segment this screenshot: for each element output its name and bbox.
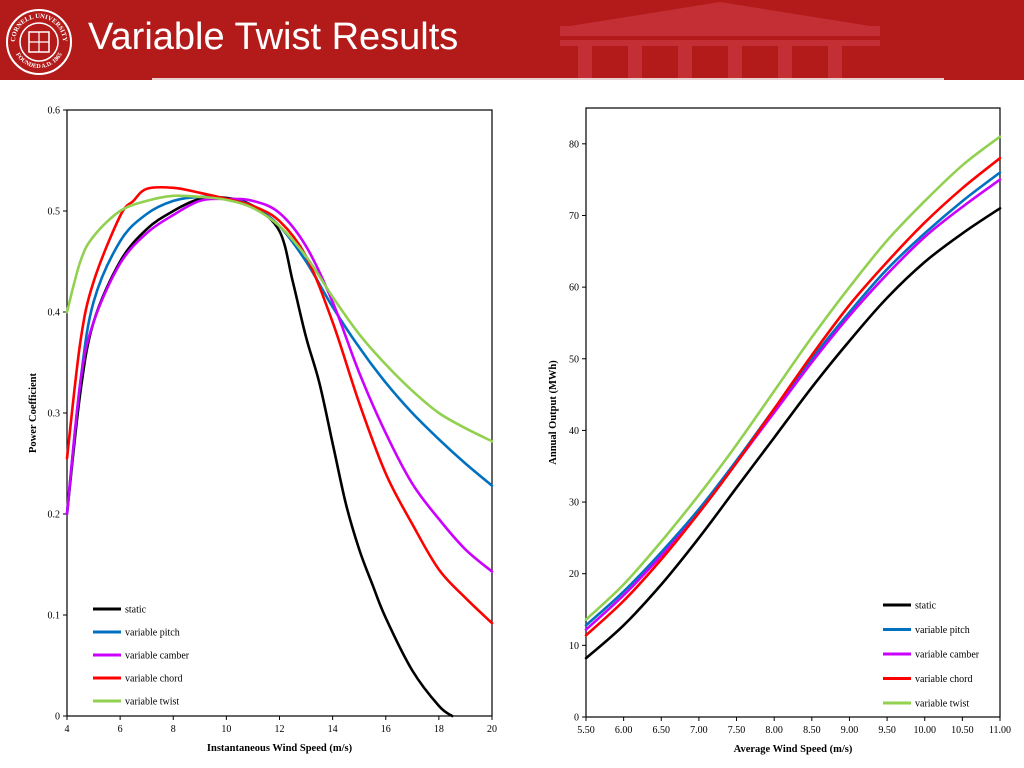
y-tick-label: 40	[569, 426, 579, 437]
legend-label: variable chord	[915, 674, 972, 685]
x-tick-label: 10.50	[951, 725, 974, 736]
y-tick-label: 0.1	[48, 611, 61, 622]
y-tick-label: 30	[569, 498, 579, 509]
x-tick-label: 8	[171, 724, 176, 735]
y-tick-label: 0	[574, 713, 579, 724]
y-tick-label: 70	[569, 211, 579, 222]
series-line-variable-twist	[65, 194, 494, 443]
header-divider	[152, 78, 944, 80]
x-tick-label: 18	[434, 724, 444, 735]
x-tick-label: 5.50	[577, 725, 595, 736]
slide-header: CORNELL UNIVERSITY FOUNDED A.D. 1865 Var…	[0, 0, 1024, 80]
series-line-variable-camber	[584, 178, 1002, 631]
building-silhouette-icon	[560, 2, 880, 80]
x-axis-label: Instantaneous Wind Speed (m/s)	[207, 743, 353, 754]
y-tick-label: 60	[569, 283, 579, 294]
legend-label: static	[125, 605, 147, 616]
y-tick-label: 0.4	[48, 308, 61, 319]
x-tick-label: 7.00	[690, 725, 708, 736]
x-tick-label: 20	[487, 724, 497, 735]
x-tick-label: 14	[328, 724, 338, 735]
legend-label: variable camber	[915, 650, 980, 661]
y-axis-label: Power Coefficient	[28, 373, 39, 453]
y-tick-label: 10	[569, 641, 579, 652]
legend-label: variable twist	[125, 697, 179, 708]
series-line-variable-chord	[584, 156, 1002, 637]
y-tick-label: 0.2	[48, 510, 61, 521]
plot-area-frame	[585, 107, 1001, 718]
x-tick-label: 10	[221, 724, 231, 735]
series-line-variable-chord	[65, 185, 494, 625]
series-line-variable-twist	[584, 135, 1002, 621]
x-tick-label: 9.50	[878, 725, 896, 736]
x-tick-label: 7.50	[728, 725, 746, 736]
x-axis-label: Average Wind Speed (m/s)	[734, 744, 853, 755]
x-tick-label: 4	[65, 724, 70, 735]
series-line-static	[584, 207, 1002, 660]
y-tick-label: 0.5	[48, 207, 61, 218]
y-tick-label: 0	[55, 712, 60, 723]
y-tick-label: 80	[569, 139, 579, 150]
series-line-variable-camber	[65, 197, 494, 573]
x-tick-label: 11.00	[989, 725, 1011, 736]
x-tick-label: 8.00	[765, 725, 783, 736]
x-tick-label: 6	[118, 724, 123, 735]
x-tick-label: 6.00	[615, 725, 633, 736]
legend-label: variable pitch	[125, 628, 180, 639]
x-tick-label: 12	[275, 724, 285, 735]
y-axis-label: Annual Output (MWh)	[548, 360, 559, 465]
legend-label: variable chord	[125, 674, 182, 685]
x-tick-label: 9.00	[841, 725, 859, 736]
legend-label: variable twist	[915, 699, 969, 710]
x-tick-label: 10.00	[913, 725, 936, 736]
slide-title: Variable Twist Results	[88, 16, 459, 58]
y-tick-label: 50	[569, 354, 579, 365]
y-tick-label: 20	[569, 569, 579, 580]
y-tick-label: 0.3	[48, 409, 61, 420]
y-tick-label: 0.6	[48, 106, 61, 117]
x-tick-label: 6.50	[653, 725, 671, 736]
legend-label: variable camber	[125, 651, 190, 662]
legend-label: static	[915, 601, 937, 612]
x-tick-label: 8.50	[803, 725, 821, 736]
x-tick-label: 16	[381, 724, 391, 735]
legend-label: variable pitch	[915, 625, 970, 636]
cornell-seal-logo: CORNELL UNIVERSITY FOUNDED A.D. 1865	[6, 9, 72, 75]
